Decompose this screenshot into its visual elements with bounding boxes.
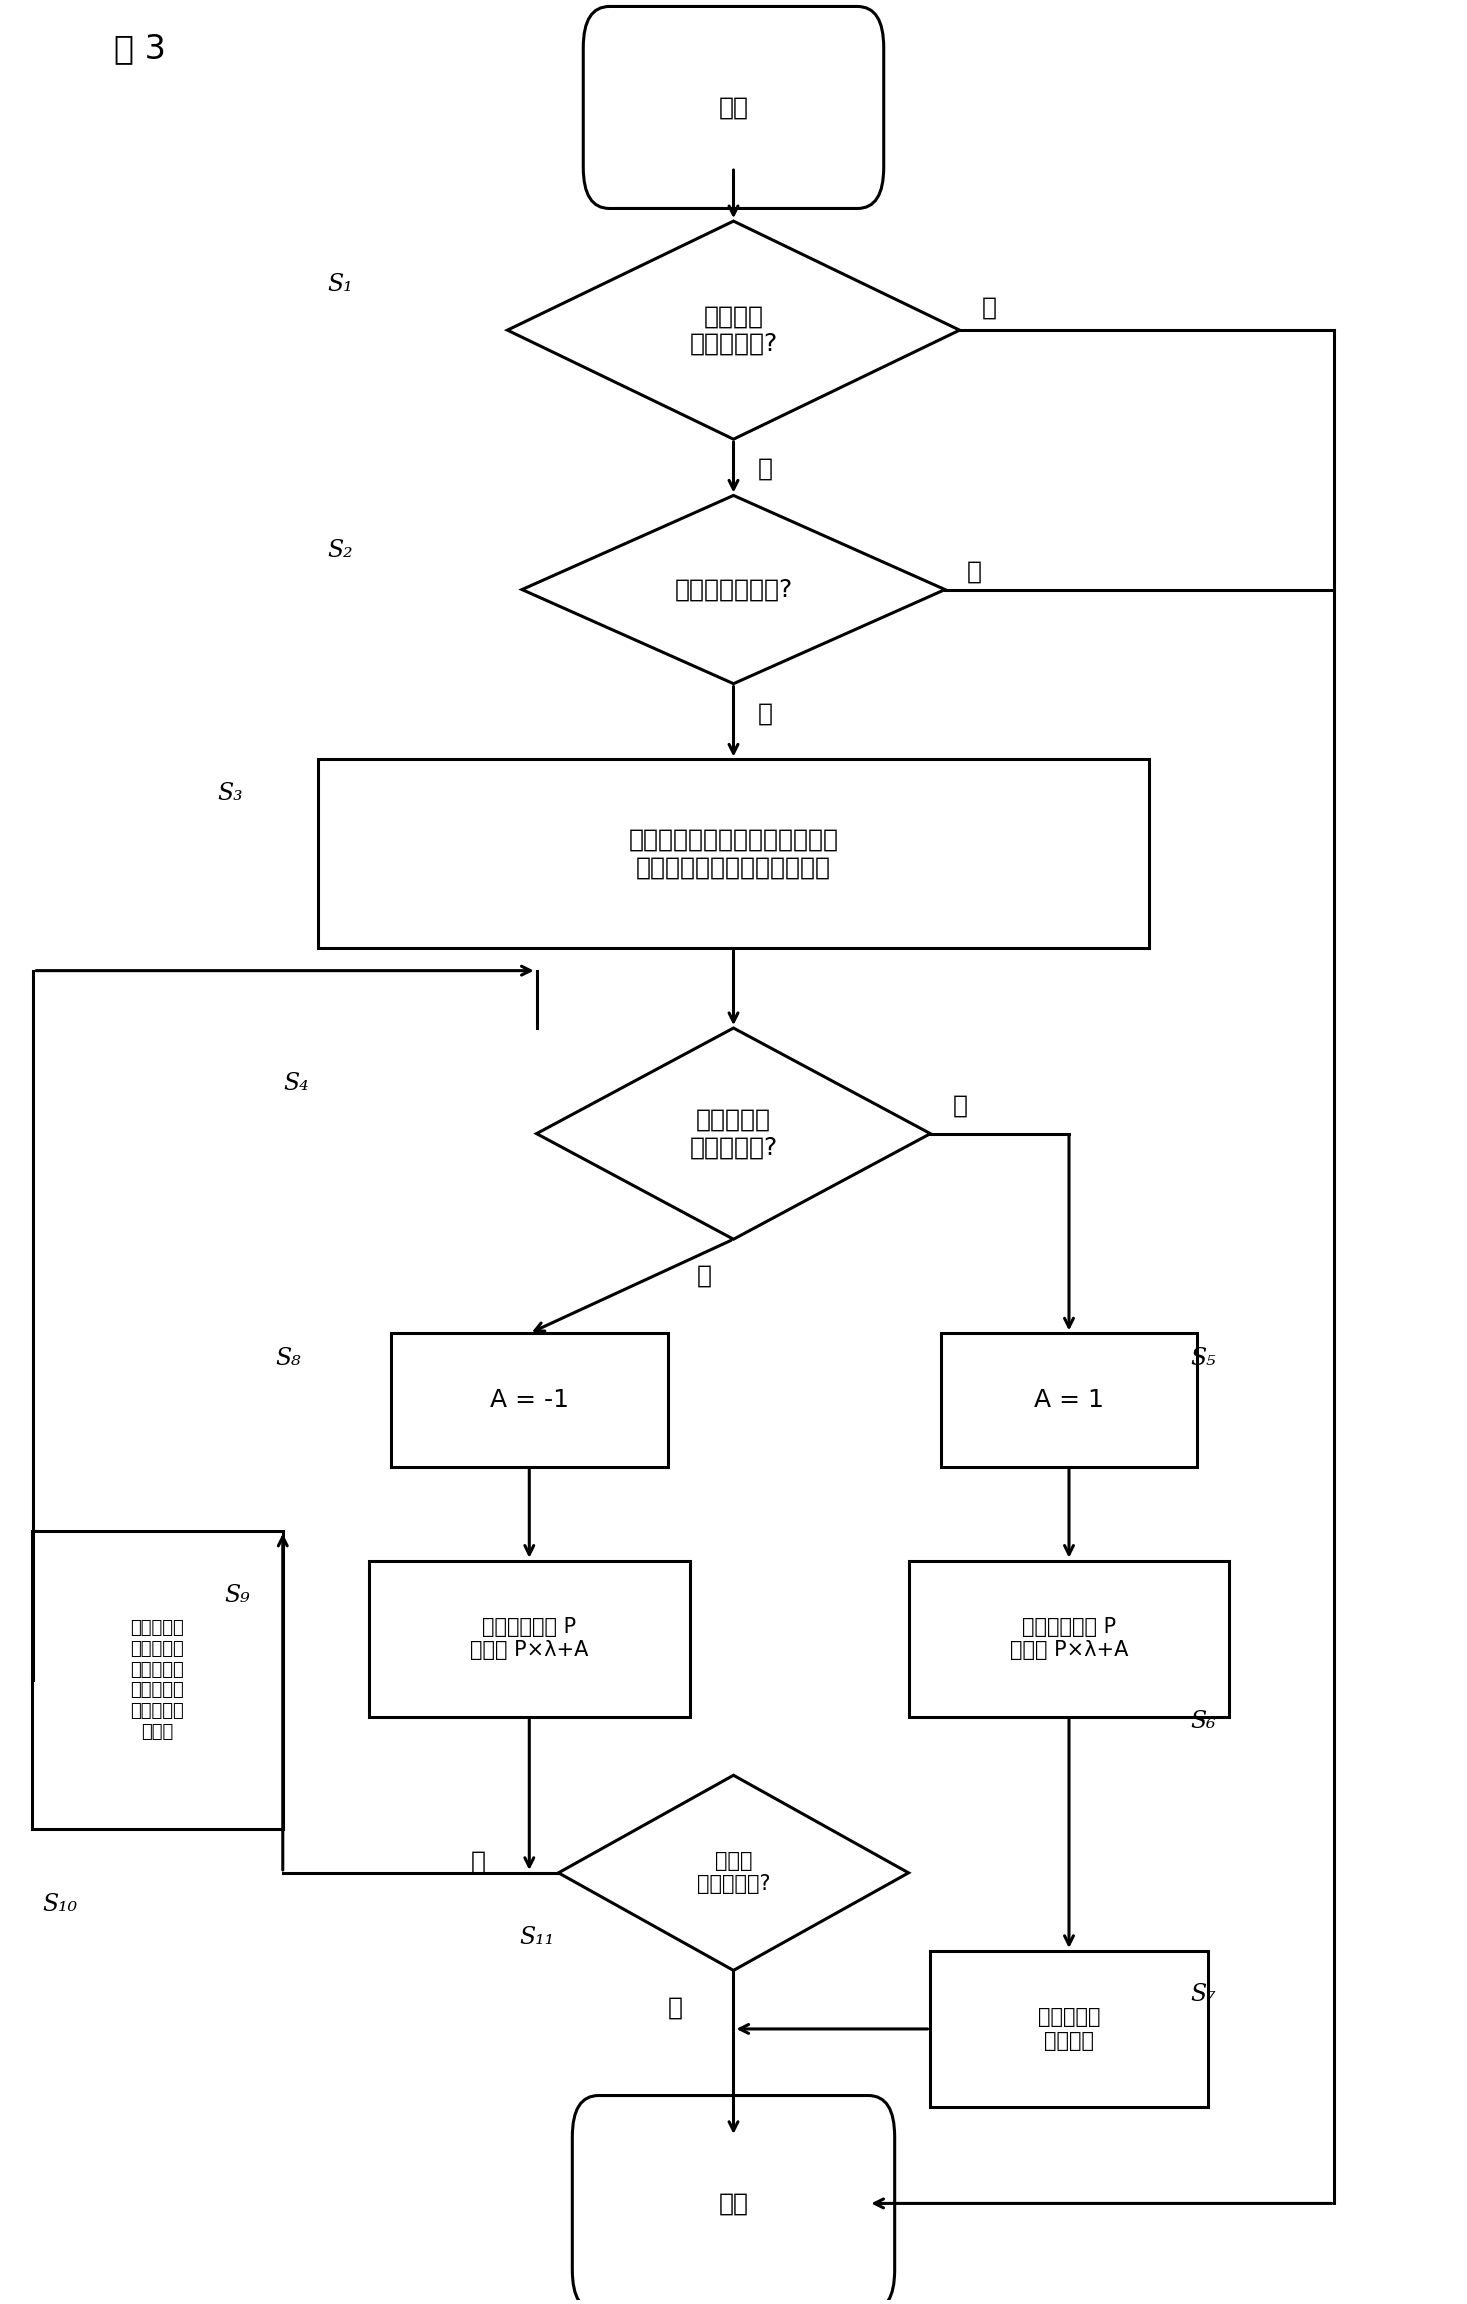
Text: 是: 是 (952, 1094, 967, 1117)
Polygon shape (559, 1776, 908, 1970)
Text: 在未用的无
线电信道中
选择具有次
最高分配优
先级的无线
电信道: 在未用的无 线电信道中 选择具有次 最高分配优 先级的无线 电信道 (131, 1620, 185, 1742)
Text: 最后的
无线电信道?: 最后的 无线电信道? (697, 1850, 770, 1894)
Text: 选择可用的
无线电信道?: 选择可用的 无线电信道? (689, 1108, 778, 1159)
Text: S₂: S₂ (327, 539, 352, 562)
Polygon shape (508, 221, 959, 440)
Bar (390, 1334, 667, 1468)
Text: 结束: 结束 (719, 2191, 748, 2216)
Text: S₁: S₁ (327, 272, 352, 295)
Text: S₇: S₇ (1190, 1984, 1216, 2007)
Polygon shape (522, 495, 945, 684)
FancyBboxPatch shape (572, 2097, 895, 2304)
Bar (368, 1560, 689, 1716)
Text: 否: 否 (967, 560, 981, 583)
Bar (930, 1951, 1207, 2106)
Text: 开始: 开始 (719, 94, 748, 120)
Text: S₃: S₃ (217, 783, 244, 806)
Bar (942, 1334, 1197, 1468)
FancyBboxPatch shape (584, 7, 883, 207)
Text: S₁₀: S₁₀ (43, 1894, 78, 1917)
Text: S₉: S₉ (224, 1583, 251, 1606)
Text: 将分配优先级 P
更新成 P×λ+A: 将分配优先级 P 更新成 P×λ+A (1009, 1617, 1128, 1661)
Text: S₈: S₈ (276, 1348, 301, 1371)
Text: 在未用的无线电信道中选择具有
最高分配优先级的无线电信道: 在未用的无线电信道中选择具有 最高分配优先级的无线电信道 (628, 827, 839, 880)
Text: A = 1: A = 1 (1034, 1387, 1105, 1412)
Text: A = -1: A = -1 (490, 1387, 569, 1412)
Text: S₆: S₆ (1190, 1710, 1216, 1733)
Text: 否: 否 (981, 295, 996, 320)
Text: 有未用的收发器?: 有未用的收发器? (675, 578, 792, 601)
Text: S₅: S₅ (1190, 1348, 1216, 1371)
Text: 有未用的
无线电信道?: 有未用的 无线电信道? (689, 304, 778, 357)
Polygon shape (537, 1028, 930, 1240)
Text: 否: 否 (697, 1265, 711, 1288)
Text: 是: 是 (758, 456, 773, 482)
Text: 是: 是 (758, 700, 773, 726)
Text: 将分配优先级 P
更新成 P×λ+A: 将分配优先级 P 更新成 P×λ+A (469, 1617, 588, 1661)
Bar (908, 1560, 1229, 1716)
Text: S₁₁: S₁₁ (519, 1926, 555, 1949)
Text: S₄: S₄ (283, 1071, 308, 1094)
Text: 图 3: 图 3 (113, 32, 166, 65)
Text: 否: 否 (471, 1850, 486, 1873)
Bar (32, 1530, 283, 1829)
Bar (318, 760, 1149, 947)
Text: 无线电信道
分配处理: 无线电信道 分配处理 (1037, 2007, 1100, 2051)
Text: 是: 是 (667, 1995, 682, 2018)
